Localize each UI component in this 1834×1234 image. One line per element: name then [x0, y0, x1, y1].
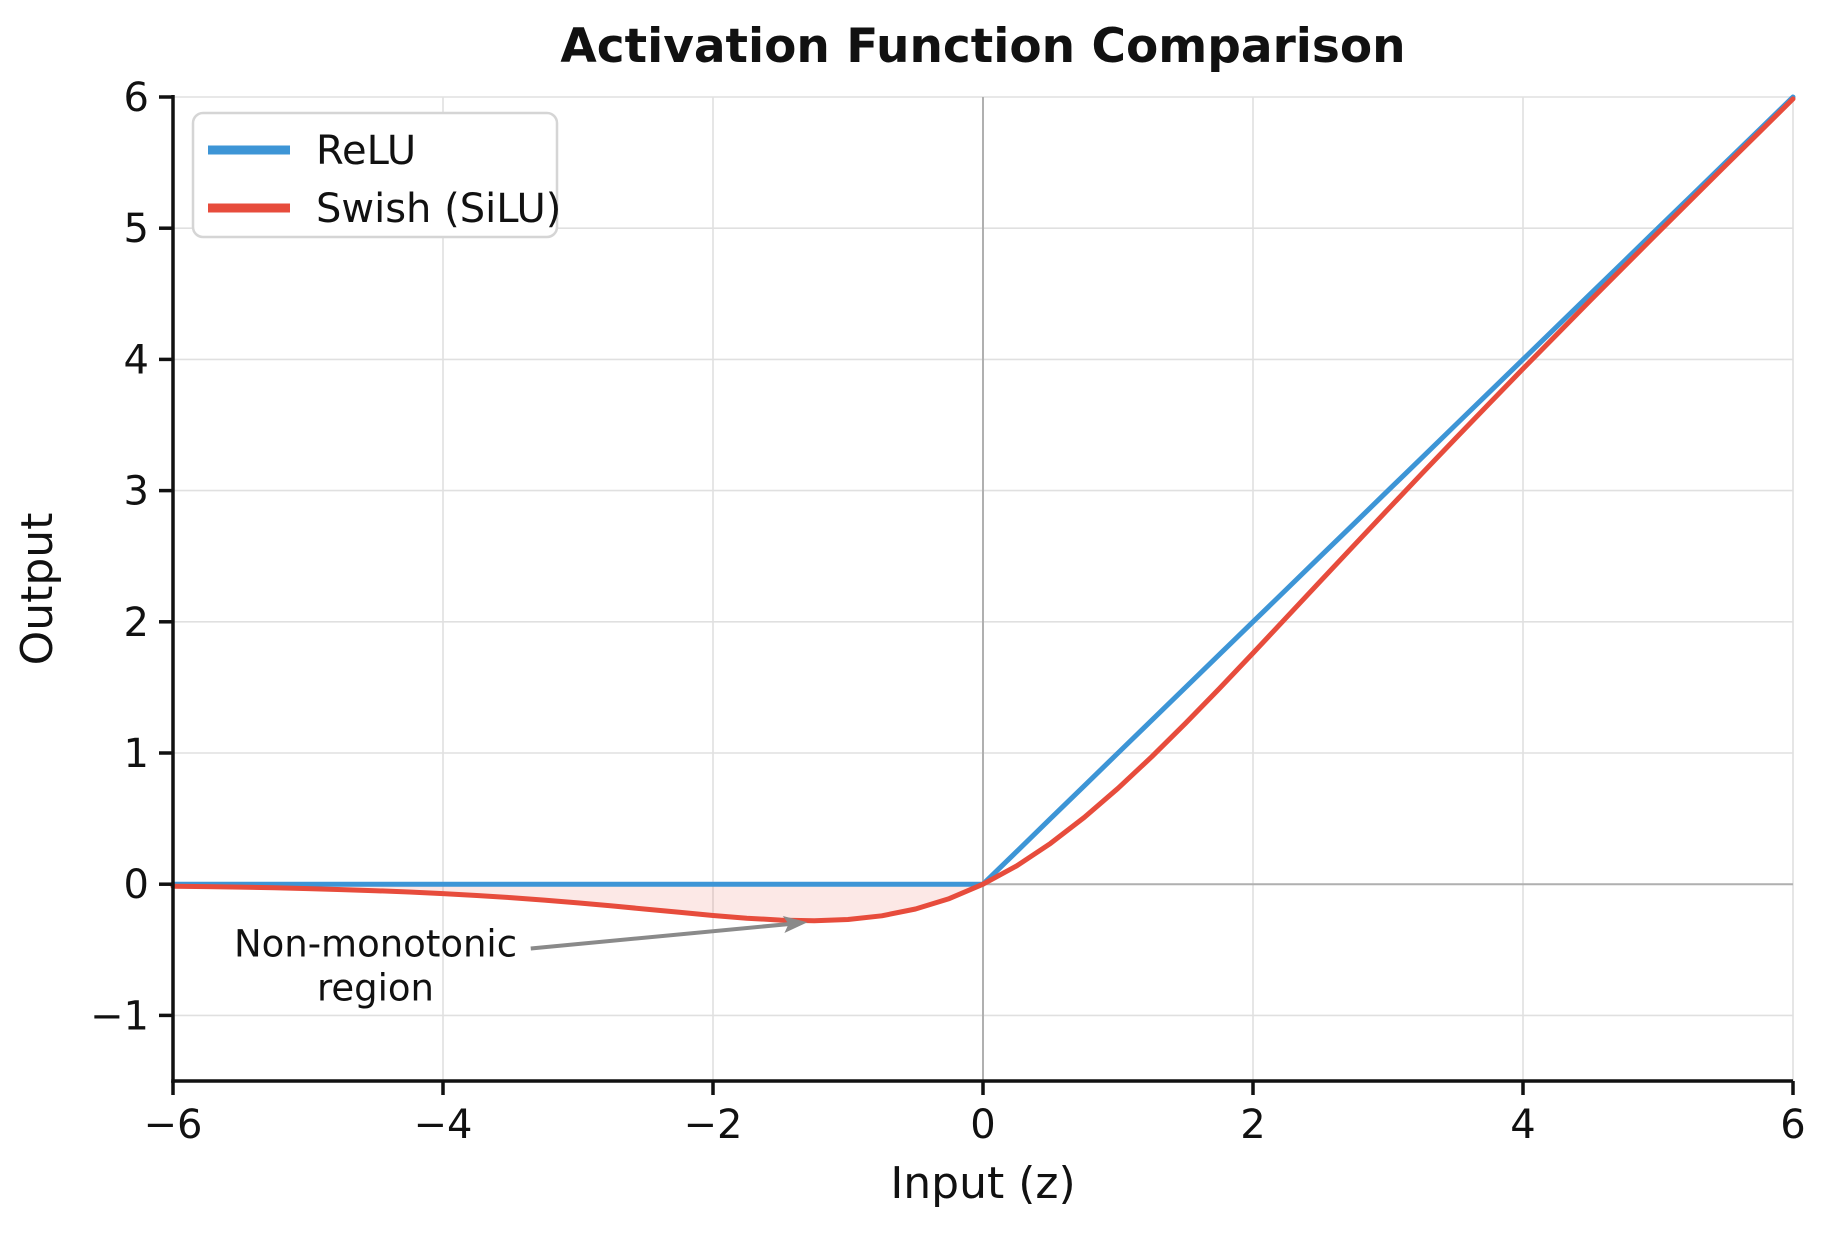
legend-label-swish: Swish (SiLU) — [316, 186, 561, 232]
x-tick-label: −6 — [144, 1102, 203, 1148]
y-tick-label: 3 — [124, 469, 149, 515]
chart-title: Activation Function Comparison — [560, 19, 1405, 74]
legend: ReLU Swish (SiLU) — [191, 111, 561, 239]
legend-label-relu: ReLU — [316, 128, 416, 174]
series-line-swish-silu — [170, 96, 1796, 924]
y-tick-label: −1 — [90, 993, 149, 1039]
x-tick-label: 2 — [1240, 1102, 1265, 1148]
x-tick-label: −4 — [414, 1102, 473, 1148]
arrow-shaft — [530, 921, 790, 951]
x-tick-label: −2 — [684, 1102, 743, 1148]
tick-labels: −6 −4 −2 0 2 4 6 −1 0 1 2 3 4 5 6 — [90, 75, 1806, 1148]
annotation: Non-monotonic region — [234, 916, 808, 1009]
y-tick-label: 0 — [124, 862, 149, 908]
series-lines — [170, 94, 1796, 924]
y-tick-label: 5 — [124, 206, 149, 252]
tick-marks — [159, 95, 1795, 1095]
x-axis-label: Input (z) — [890, 1158, 1075, 1209]
y-tick-label: 1 — [124, 731, 149, 777]
annotation-text-line1: Non-monotonic — [234, 922, 517, 965]
annotation-arrow — [530, 916, 808, 951]
y-tick-label: 6 — [124, 75, 149, 121]
y-axis-label: Output — [12, 513, 63, 666]
x-tick-label: 4 — [1510, 1102, 1535, 1148]
x-tick-label: 6 — [1780, 1102, 1805, 1148]
annotation-text-line2: region — [317, 966, 434, 1009]
y-tick-label: 4 — [124, 337, 149, 383]
arrow-head — [782, 916, 808, 933]
y-tick-label: 2 — [124, 600, 149, 646]
x-tick-label: 0 — [970, 1102, 995, 1148]
